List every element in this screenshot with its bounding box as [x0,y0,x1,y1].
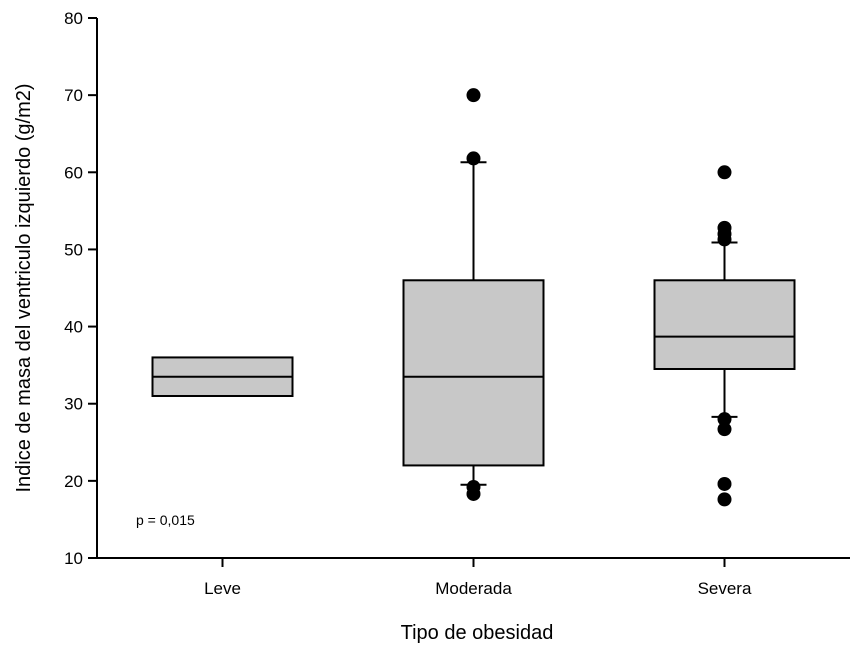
y-tick-label: 80 [64,9,83,28]
y-tick-label: 40 [64,318,83,337]
x-axis: Leve Moderada Severa [97,557,850,598]
y-tick-label: 60 [64,163,83,182]
box-group-severa [653,165,796,507]
outlier-point [717,412,732,427]
box-moderada [402,279,545,467]
outlier-point [717,165,732,180]
y-tick-label: 70 [64,86,83,105]
outlier-point [717,422,732,437]
box-group-leve [151,356,294,397]
x-axis-title: Tipo de obesidad [401,622,554,644]
x-tick-label-moderada: Moderada [435,579,512,598]
outlier-point [466,88,481,103]
x-tick-label-leve: Leve [204,579,241,598]
y-tick-label: 10 [64,549,83,568]
y-axis: 10 20 30 40 50 60 70 80 [64,9,98,568]
box-severa [653,279,796,370]
p-value-annotation: p = 0,015 [136,512,195,528]
outlier-point [717,476,732,491]
y-tick-label: 30 [64,395,83,414]
y-tick-label: 50 [64,240,83,259]
boxes [151,88,796,507]
outlier-point [466,151,481,166]
outlier-point [717,232,732,247]
y-tick-label: 20 [64,472,83,491]
outlier-point [466,486,481,501]
outlier-point [717,492,732,507]
box-group-moderada [402,88,545,501]
x-tick-label-severa: Severa [698,579,752,598]
y-axis-title: Indice de masa del ventriculo izquierdo … [13,83,35,492]
